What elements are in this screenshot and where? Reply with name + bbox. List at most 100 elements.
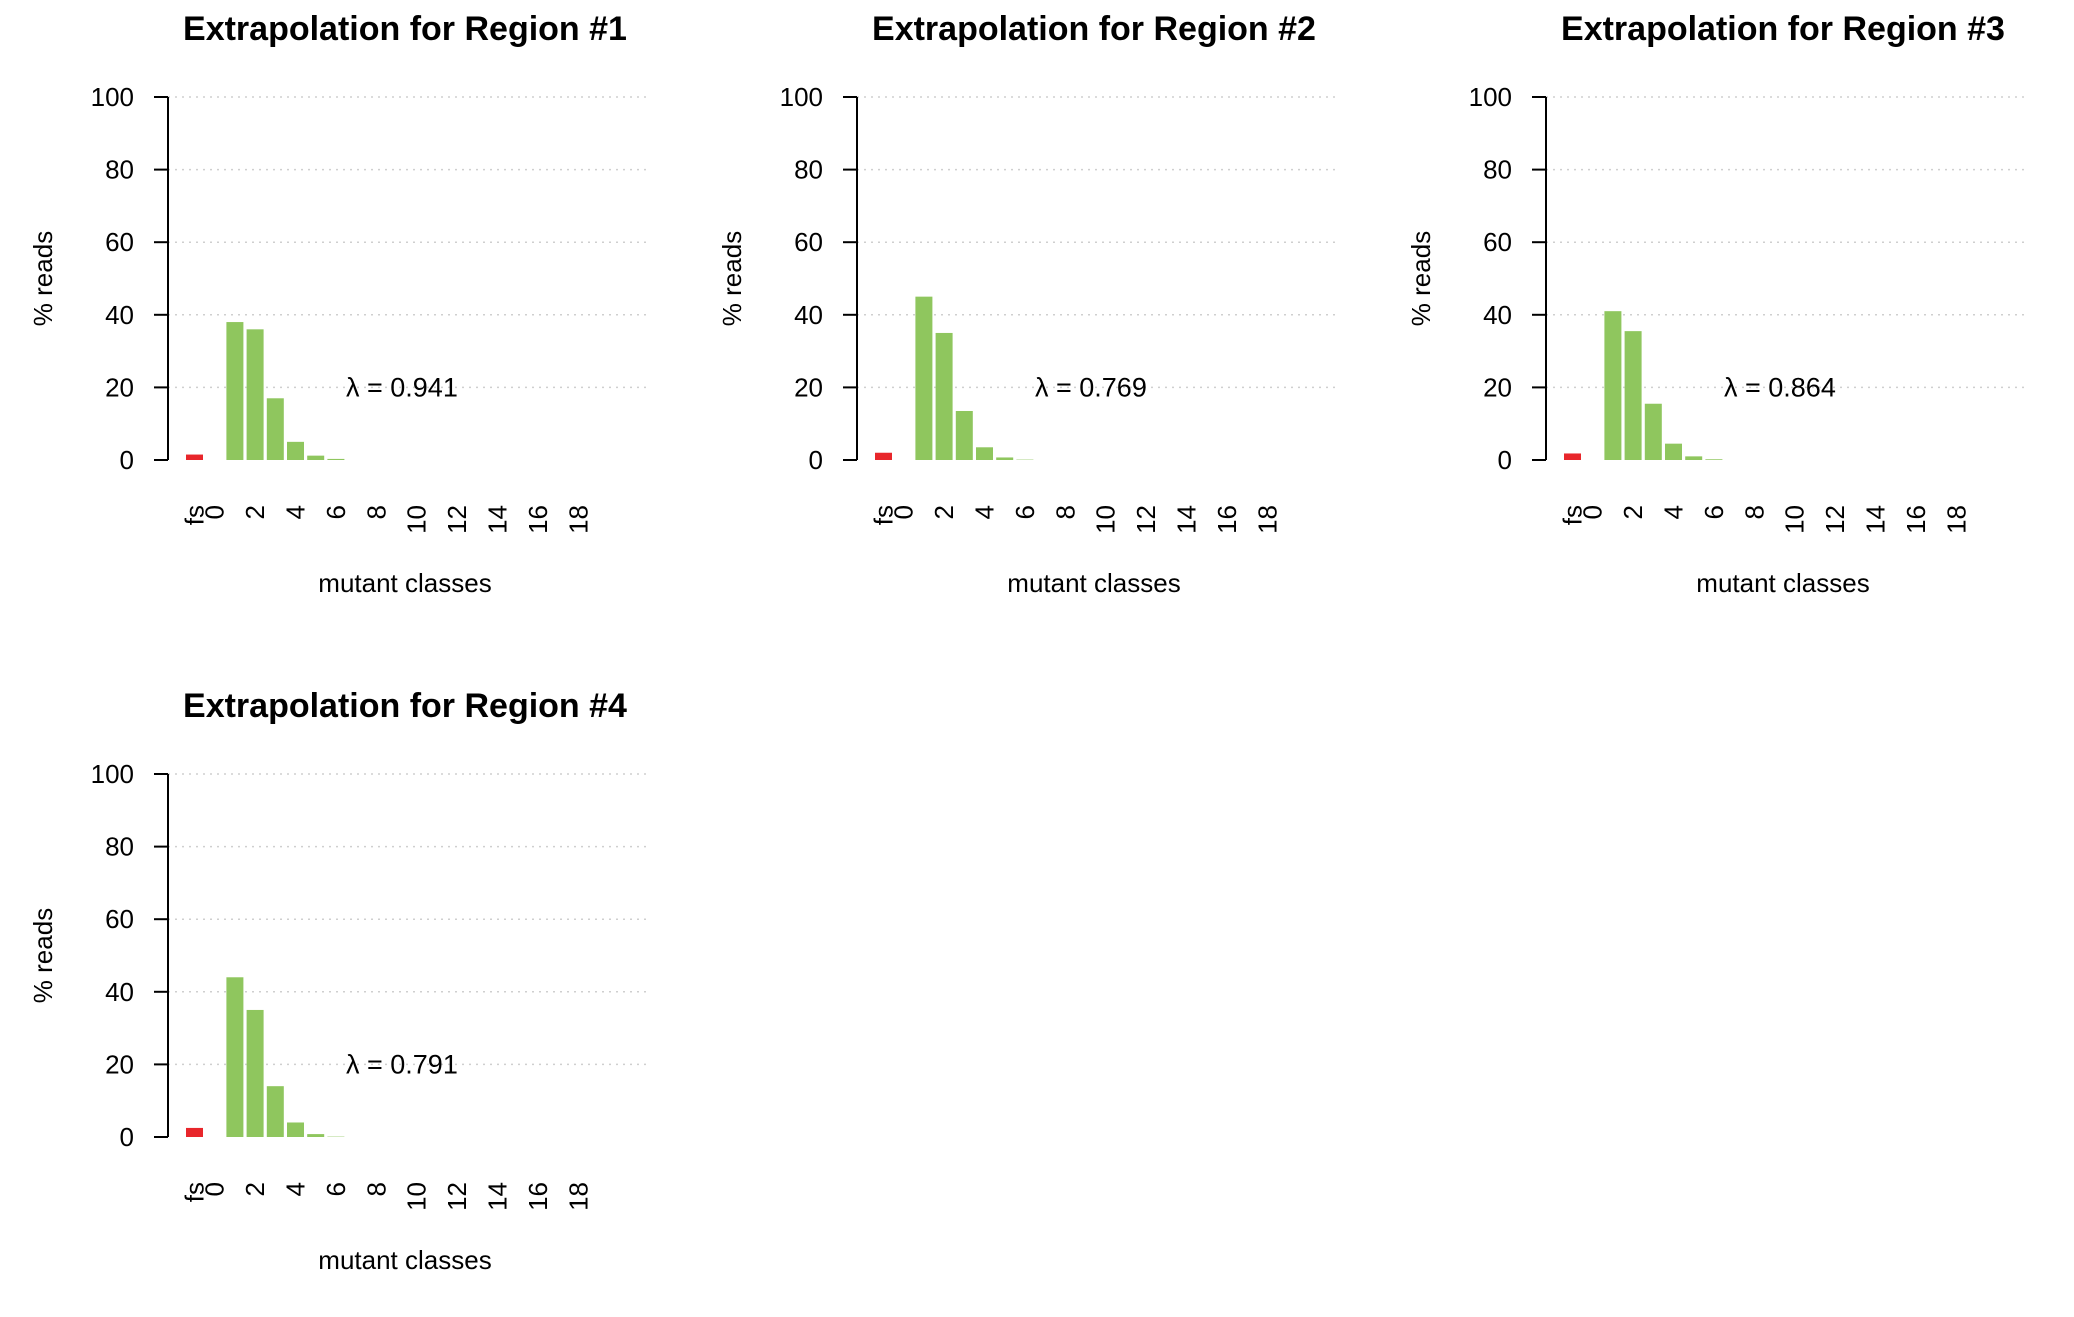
x-tick-label: 18 [563, 1182, 593, 1211]
x-tick-label: 0 [889, 505, 919, 519]
x-tick-label: 10 [1780, 505, 1810, 534]
x-tick-label: 16 [1901, 505, 1931, 534]
bar-2 [1625, 331, 1642, 460]
y-tick-label: 60 [1483, 227, 1512, 257]
chart-svg: Extrapolation for Region #1020406080100f… [0, 0, 690, 640]
y-tick-label: 100 [91, 82, 134, 112]
y-axis-label: % reads [28, 908, 58, 1003]
lambda-annotation: λ = 0.791 [346, 1049, 458, 1079]
x-tick-label: 10 [402, 505, 432, 534]
lambda-annotation: λ = 0.769 [1035, 372, 1147, 402]
bar-3 [1645, 404, 1662, 460]
x-tick-label: 2 [929, 505, 959, 519]
x-tick-label: 16 [523, 505, 553, 534]
bar-fs [1564, 453, 1581, 460]
bar-3 [267, 398, 284, 460]
x-tick-label: 8 [361, 505, 391, 519]
bar-3 [267, 1086, 284, 1137]
x-axis-label: mutant classes [1696, 568, 1869, 598]
x-tick-label: 8 [1739, 505, 1769, 519]
x-tick-label: 0 [1578, 505, 1608, 519]
bar-3 [956, 411, 973, 460]
bar-5 [996, 457, 1013, 460]
y-axis-label: % reads [717, 231, 747, 326]
x-tick-label: 2 [240, 505, 270, 519]
x-tick-label: 4 [970, 505, 1000, 519]
chart-title: Extrapolation for Region #3 [1561, 10, 2005, 48]
bar-1 [226, 977, 243, 1137]
y-tick-label: 40 [1483, 300, 1512, 330]
x-tick-label: 0 [200, 505, 230, 519]
y-tick-label: 60 [105, 227, 134, 257]
y-axis-label: % reads [1406, 231, 1436, 326]
x-tick-label: 12 [442, 505, 472, 534]
y-tick-label: 0 [809, 445, 823, 475]
x-tick-label: 10 [1091, 505, 1121, 534]
x-tick-label: 0 [200, 1182, 230, 1196]
y-tick-label: 20 [794, 372, 823, 402]
chart-svg: Extrapolation for Region #4020406080100f… [0, 677, 690, 1317]
bar-2 [247, 329, 264, 460]
y-tick-label: 80 [105, 832, 134, 862]
x-tick-label: 2 [240, 1182, 270, 1196]
x-tick-label: 12 [1131, 505, 1161, 534]
lambda-annotation: λ = 0.941 [346, 372, 458, 402]
x-tick-label: 6 [321, 505, 351, 519]
x-tick-label: 4 [1659, 505, 1689, 519]
x-tick-label: 14 [483, 505, 513, 534]
x-tick-label: 14 [1861, 505, 1891, 534]
bar-1 [226, 322, 243, 460]
bar-1 [915, 297, 932, 460]
x-tick-label: 14 [483, 1182, 513, 1211]
bar-4 [287, 442, 304, 460]
bar-1 [1604, 311, 1621, 460]
x-axis-label: mutant classes [318, 1245, 491, 1275]
x-tick-label: 6 [1010, 505, 1040, 519]
x-tick-label: 18 [563, 505, 593, 534]
y-tick-label: 20 [105, 1049, 134, 1079]
y-tick-label: 0 [120, 445, 134, 475]
y-tick-label: 60 [794, 227, 823, 257]
y-tick-label: 40 [794, 300, 823, 330]
bar-6 [327, 459, 344, 460]
x-axis-label: mutant classes [1007, 568, 1180, 598]
bar-2 [247, 1010, 264, 1137]
bar-4 [1665, 444, 1682, 460]
lambda-annotation: λ = 0.864 [1724, 372, 1836, 402]
bar-4 [976, 447, 993, 460]
bar-5 [307, 1134, 324, 1137]
x-axis-label: mutant classes [318, 568, 491, 598]
bar-5 [307, 456, 324, 460]
y-tick-label: 80 [794, 155, 823, 185]
x-tick-label: 10 [402, 1182, 432, 1211]
y-tick-label: 60 [105, 904, 134, 934]
bar-fs [875, 453, 892, 460]
x-tick-label: 12 [442, 1182, 472, 1211]
bar-4 [287, 1122, 304, 1137]
y-axis-label: % reads [28, 231, 58, 326]
chart-title: Extrapolation for Region #2 [872, 10, 1316, 48]
x-tick-label: 6 [321, 1182, 351, 1196]
x-tick-label: 16 [1212, 505, 1242, 534]
y-tick-label: 20 [1483, 372, 1512, 402]
x-tick-label: 6 [1699, 505, 1729, 519]
x-tick-label: 8 [1050, 505, 1080, 519]
x-tick-label: 16 [523, 1182, 553, 1211]
bar-fs [186, 455, 203, 460]
y-tick-label: 40 [105, 977, 134, 1007]
bar-5 [1685, 456, 1702, 460]
x-tick-label: 2 [1618, 505, 1648, 519]
x-tick-label: 12 [1820, 505, 1850, 534]
y-tick-label: 100 [1469, 82, 1512, 112]
y-tick-label: 80 [1483, 155, 1512, 185]
chart-svg: Extrapolation for Region #2020406080100f… [689, 0, 1379, 640]
y-tick-label: 0 [120, 1122, 134, 1152]
x-tick-label: 18 [1252, 505, 1282, 534]
y-tick-label: 80 [105, 155, 134, 185]
bar-fs [186, 1128, 203, 1137]
